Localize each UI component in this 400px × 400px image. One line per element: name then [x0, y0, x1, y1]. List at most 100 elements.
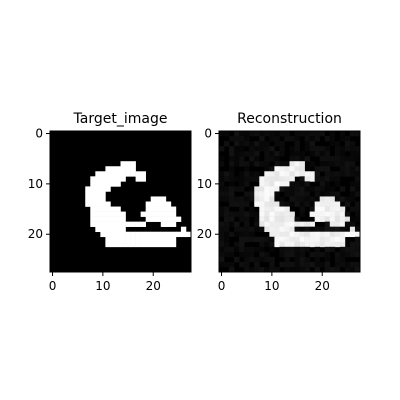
- reconstruction-pixel: [244, 191, 250, 197]
- reconstruction-pixel: [354, 216, 361, 222]
- reconstruction-pixel: [239, 146, 245, 152]
- reconstruction-pixel: [349, 221, 356, 227]
- reconstruction-pixel: [324, 136, 331, 142]
- target-image-y-tick-label: 10: [28, 177, 43, 191]
- reconstruction-pixel: [354, 226, 361, 233]
- reconstruction-pixel: [219, 161, 225, 167]
- target-image-pixel: [120, 241, 126, 248]
- reconstruction-pixel: [269, 236, 275, 243]
- reconstruction-pixel: [304, 246, 310, 253]
- reconstruction-y-tick-label: 20: [197, 227, 212, 241]
- target-image-pixel: [170, 216, 177, 222]
- reconstruction-pixel: [274, 161, 280, 167]
- reconstruction-pixel: [239, 186, 245, 192]
- target-image-panel: Target_image 0 10 20 0 10 20: [28, 111, 192, 293]
- reconstruction-pixel: [299, 196, 305, 202]
- reconstruction-pixel: [229, 231, 235, 238]
- reconstruction-pixel: [229, 156, 235, 162]
- reconstruction-pixel: [319, 231, 326, 238]
- reconstruction-pixel: [329, 246, 336, 253]
- reconstruction-pixel: [304, 236, 310, 243]
- reconstruction-pixel: [354, 246, 361, 253]
- reconstruction-axes-frame: [218, 130, 361, 273]
- reconstruction-pixel: [254, 261, 260, 268]
- reconstruction-pixel: [344, 251, 351, 258]
- reconstruction-pixel: [259, 161, 265, 167]
- reconstruction-pixel: [264, 236, 270, 243]
- reconstruction-pixel: [249, 171, 255, 177]
- target-image-pixel: [105, 236, 111, 243]
- target-image-pixel: [135, 221, 141, 227]
- target-image-pixel: [120, 166, 126, 172]
- reconstruction-pixel: [234, 136, 240, 142]
- reconstruction-pixel: [349, 171, 356, 177]
- reconstruction-pixel: [299, 171, 305, 177]
- reconstruction-pixel: [224, 176, 230, 182]
- reconstruction-pixel: [314, 186, 321, 192]
- reconstruction-pixel: [319, 181, 326, 187]
- reconstruction-pixel: [264, 241, 270, 248]
- reconstruction-pixel: [284, 246, 290, 253]
- reconstruction-pixel: [324, 166, 331, 172]
- target-image-pixel: [120, 176, 126, 182]
- reconstruction-pixel: [294, 136, 300, 142]
- reconstruction-pixel: [259, 176, 265, 182]
- target-image-pixel: [105, 226, 111, 233]
- reconstruction-pixel: [264, 226, 270, 233]
- reconstruction-pixel: [329, 221, 336, 227]
- target-image-pixel: [100, 221, 106, 227]
- reconstruction-pixel: [334, 156, 341, 162]
- reconstruction-pixel: [324, 196, 331, 202]
- reconstruction-pixel: [339, 261, 346, 268]
- reconstruction-pixel: [219, 251, 225, 258]
- reconstruction-pixel: [294, 256, 300, 263]
- reconstruction-pixel: [249, 176, 255, 182]
- reconstruction-pixel: [339, 186, 346, 192]
- target-image-pixel: [115, 216, 121, 222]
- reconstruction-pixel: [299, 251, 305, 258]
- target-image-pixel: [165, 231, 172, 238]
- reconstruction-pixel: [299, 156, 305, 162]
- reconstruction-pixel: [259, 246, 265, 253]
- reconstruction-pixel: [279, 146, 285, 152]
- reconstruction-pixel: [284, 266, 290, 273]
- target-image-pixel: [100, 196, 106, 202]
- target-image-pixel: [150, 196, 157, 202]
- reconstruction-pixel: [254, 211, 260, 217]
- reconstruction-pixel: [284, 236, 290, 243]
- reconstruction-pixel: [284, 226, 290, 233]
- reconstruction-pixel: [289, 181, 295, 187]
- reconstruction-pixel: [309, 251, 315, 258]
- reconstruction-pixel: [319, 201, 326, 207]
- target-image-pixel: [170, 231, 177, 238]
- target-image-pixel: [105, 206, 111, 212]
- reconstruction-pixel: [289, 201, 295, 207]
- target-image-pixel: [140, 241, 146, 248]
- reconstruction-pixel: [349, 261, 356, 268]
- reconstruction-pixel: [244, 136, 250, 142]
- target-image-pixel: [160, 211, 167, 217]
- reconstruction-pixel: [249, 231, 255, 238]
- reconstruction-pixel: [334, 161, 341, 167]
- reconstruction-pixel: [219, 186, 225, 192]
- reconstruction-pixel: [269, 181, 275, 187]
- reconstruction-pixel: [229, 146, 235, 152]
- reconstruction-pixel: [259, 201, 265, 207]
- reconstruction-pixel: [324, 206, 331, 212]
- reconstruction-pixel: [334, 251, 341, 258]
- reconstruction-pixel: [314, 151, 321, 157]
- reconstruction-pixel: [349, 231, 356, 238]
- reconstruction-pixel: [229, 161, 235, 167]
- reconstruction-pixel: [299, 211, 305, 217]
- reconstruction-pixel: [284, 131, 290, 137]
- reconstruction-pixel: [244, 236, 250, 243]
- reconstruction-pixel: [254, 141, 260, 147]
- target-image-pixel: [105, 211, 111, 217]
- reconstruction-pixel: [274, 166, 280, 172]
- reconstruction-pixel: [224, 251, 230, 258]
- target-image-pixel: [125, 221, 131, 227]
- target-image-pixel: [115, 221, 121, 227]
- reconstruction-pixel: [259, 221, 265, 227]
- reconstruction-pixel: [244, 226, 250, 233]
- reconstruction-pixel: [264, 176, 270, 182]
